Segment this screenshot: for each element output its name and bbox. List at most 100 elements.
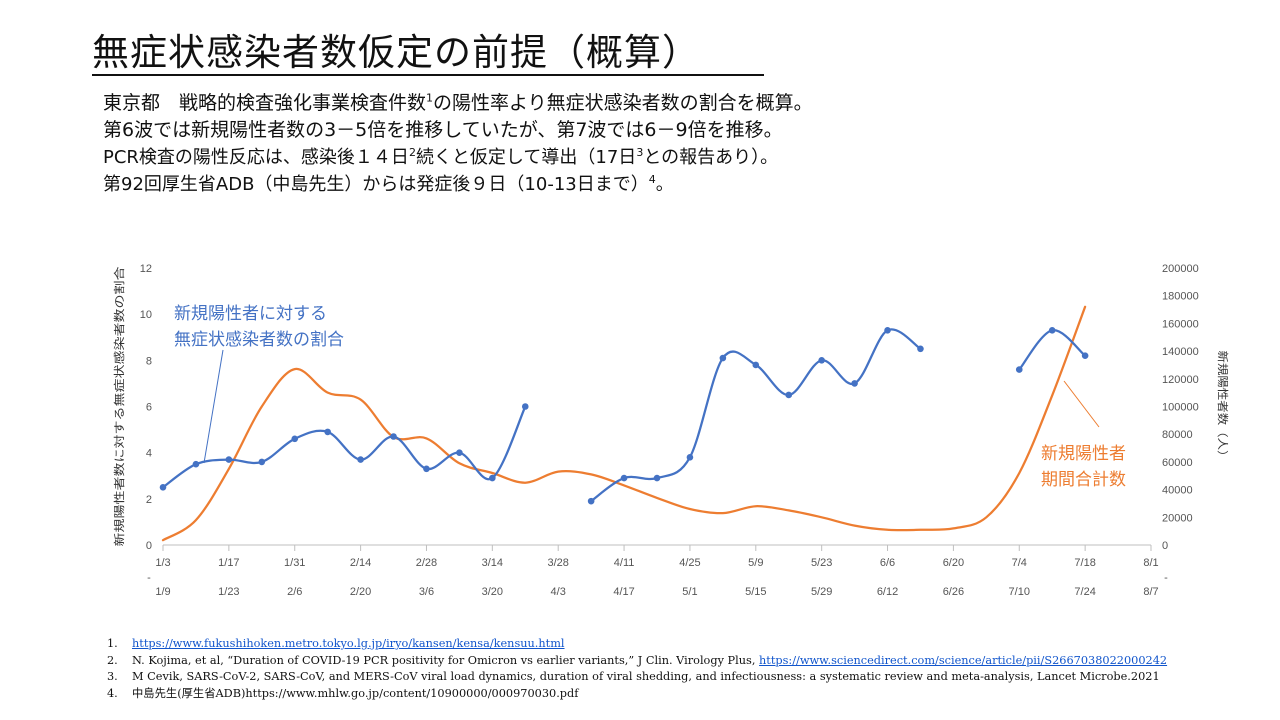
x-tick-label-top: 5/23 bbox=[811, 557, 832, 569]
x-tick-label-top: 4/25 bbox=[679, 557, 700, 569]
callout-ratio-leader bbox=[204, 350, 223, 463]
reference-number: 1. bbox=[107, 636, 132, 653]
y-left-tick-label: 0 bbox=[146, 540, 152, 552]
ratio-data-point bbox=[654, 475, 661, 482]
x-tick-label-top: 3/28 bbox=[547, 557, 568, 569]
y-right-tick-label: 0 bbox=[1162, 540, 1168, 552]
reference-item: 2. N. Kojima, et al, “Duration of COVID-1… bbox=[107, 653, 1267, 670]
y-left-tick-label: 4 bbox=[146, 448, 152, 460]
x-tick-label-bottom: 4/3 bbox=[551, 586, 566, 598]
y-left-tick-label: 8 bbox=[146, 355, 152, 367]
chart: 1/31/91/171/231/312/62/142/202/283/63/14… bbox=[0, 0, 1280, 720]
ratio-data-point bbox=[324, 429, 331, 436]
x-tick-label-bottom: 1/9 bbox=[155, 586, 170, 598]
x-tick-label-top: 3/14 bbox=[482, 557, 503, 569]
y-right-tick-label: 120000 bbox=[1162, 374, 1199, 386]
ratio-data-point bbox=[851, 380, 858, 387]
x-tick-label-top: 7/18 bbox=[1074, 557, 1095, 569]
y-right-tick-label: 180000 bbox=[1162, 291, 1199, 303]
ratio-data-point bbox=[588, 498, 595, 505]
x-tick-label-bottom: 6/12 bbox=[877, 586, 898, 598]
reference-item: 4. 中島先生(厚生省ADB)https://www.mhlw.go.jp/con… bbox=[107, 686, 1267, 703]
ratio-data-point bbox=[720, 355, 727, 362]
x-tick-label-bottom: 5/29 bbox=[811, 586, 832, 598]
x-tick-label-top: 1/3 bbox=[155, 557, 170, 569]
ratio-data-point bbox=[785, 392, 792, 399]
callout-ratio-line2: 無症状感染者数の割合 bbox=[174, 330, 344, 350]
ratio-data-point bbox=[193, 461, 200, 468]
y-right-tick-label: 100000 bbox=[1162, 402, 1199, 414]
ratio-data-point bbox=[423, 466, 430, 473]
callout-cases-leader bbox=[1064, 381, 1099, 427]
x-tick-dash: - bbox=[147, 572, 151, 584]
x-tick-label-top: 6/20 bbox=[943, 557, 964, 569]
ratio-data-point bbox=[753, 362, 760, 369]
y-right-tick-label: 40000 bbox=[1162, 485, 1193, 497]
ratio-data-point bbox=[226, 456, 233, 463]
ratio-data-point bbox=[687, 454, 694, 461]
ratio-data-point bbox=[456, 449, 463, 456]
x-tick-label-bottom: 1/23 bbox=[218, 586, 239, 598]
x-tick-label-top: 2/28 bbox=[416, 557, 437, 569]
x-tick-label-top: 8/1 bbox=[1143, 557, 1158, 569]
x-tick-label-bottom: 3/20 bbox=[482, 586, 503, 598]
reference-number: 4. bbox=[107, 686, 132, 703]
x-tick-label-top: 1/31 bbox=[284, 557, 305, 569]
ratio-data-point bbox=[1082, 352, 1089, 359]
reference-number: 3. bbox=[107, 669, 132, 686]
y-left-tick-label: 2 bbox=[146, 494, 152, 506]
ratio-data-point bbox=[884, 327, 891, 334]
y-left-tick-label: 6 bbox=[146, 402, 152, 414]
y-right-tick-label: 200000 bbox=[1162, 263, 1199, 275]
ratio-data-point bbox=[1049, 327, 1056, 334]
x-tick-label-bottom: 8/7 bbox=[1143, 586, 1158, 598]
ratio-data-point bbox=[357, 456, 364, 463]
reference-link[interactable]: https://www.fukushihoken.metro.tokyo.lg.… bbox=[132, 637, 565, 650]
x-tick-label-bottom: 3/6 bbox=[419, 586, 434, 598]
ratio-data-point bbox=[489, 475, 496, 482]
ratio-data-point bbox=[818, 357, 825, 364]
x-tick-label-top: 1/17 bbox=[218, 557, 239, 569]
x-tick-label-top: 5/9 bbox=[748, 557, 763, 569]
y-left-tick-label: 12 bbox=[140, 263, 152, 275]
callout-cases-line2: 期間合計数 bbox=[1041, 470, 1126, 490]
y-left-axis-title: 新規陽性者数に対する無症状感染者数の割合 bbox=[112, 267, 126, 547]
reference-text: 中島先生(厚生省ADB)https://www.mhlw.go.jp/conte… bbox=[132, 687, 578, 700]
ratio-data-point bbox=[291, 436, 298, 443]
ratio-series-line bbox=[163, 407, 525, 488]
x-tick-label-bottom: 4/17 bbox=[613, 586, 634, 598]
reference-link[interactable]: https://www.sciencedirect.com/science/ar… bbox=[759, 654, 1167, 667]
callout-cases-line1: 新規陽性者 bbox=[1041, 444, 1126, 464]
x-tick-label-bottom: 2/6 bbox=[287, 586, 302, 598]
x-tick-dash: - bbox=[1164, 572, 1168, 584]
x-tick-label-top: 4/11 bbox=[614, 557, 635, 569]
y-right-tick-label: 20000 bbox=[1162, 512, 1193, 524]
y-right-axis-title: 新規陽性者数（人） bbox=[1216, 351, 1230, 463]
ratio-data-point bbox=[259, 459, 266, 466]
y-right-tick-label: 60000 bbox=[1162, 457, 1193, 469]
ratio-series-line bbox=[591, 329, 920, 501]
callout-ratio-line1: 新規陽性者に対する bbox=[174, 304, 327, 324]
ratio-data-point bbox=[522, 403, 529, 410]
x-tick-label-bottom: 7/10 bbox=[1009, 586, 1030, 598]
x-tick-label-top: 7/4 bbox=[1012, 557, 1027, 569]
reference-text: N. Kojima, et al, “Duration of COVID-19 … bbox=[132, 654, 759, 667]
ratio-data-point bbox=[160, 484, 167, 491]
ratio-data-point bbox=[917, 345, 924, 352]
x-tick-label-bottom: 5/1 bbox=[682, 586, 697, 598]
ratio-data-point bbox=[390, 433, 397, 440]
x-tick-label-top: 6/6 bbox=[880, 557, 895, 569]
reference-text: M Cevik, SARS-CoV-2, SARS-CoV, and MERS-… bbox=[132, 670, 1160, 683]
ratio-data-point bbox=[621, 475, 628, 482]
x-tick-label-bottom: 7/24 bbox=[1074, 586, 1095, 598]
references: 1. https://www.fukushihoken.metro.tokyo.l… bbox=[107, 636, 1267, 702]
y-right-tick-label: 140000 bbox=[1162, 346, 1199, 358]
y-right-tick-label: 80000 bbox=[1162, 429, 1193, 441]
y-left-tick-label: 10 bbox=[140, 309, 152, 321]
y-right-tick-label: 160000 bbox=[1162, 318, 1199, 330]
reference-number: 2. bbox=[107, 653, 132, 670]
ratio-data-point bbox=[1016, 366, 1023, 373]
annotation-leaders bbox=[204, 350, 1099, 463]
x-tick-label-bottom: 6/26 bbox=[943, 586, 964, 598]
